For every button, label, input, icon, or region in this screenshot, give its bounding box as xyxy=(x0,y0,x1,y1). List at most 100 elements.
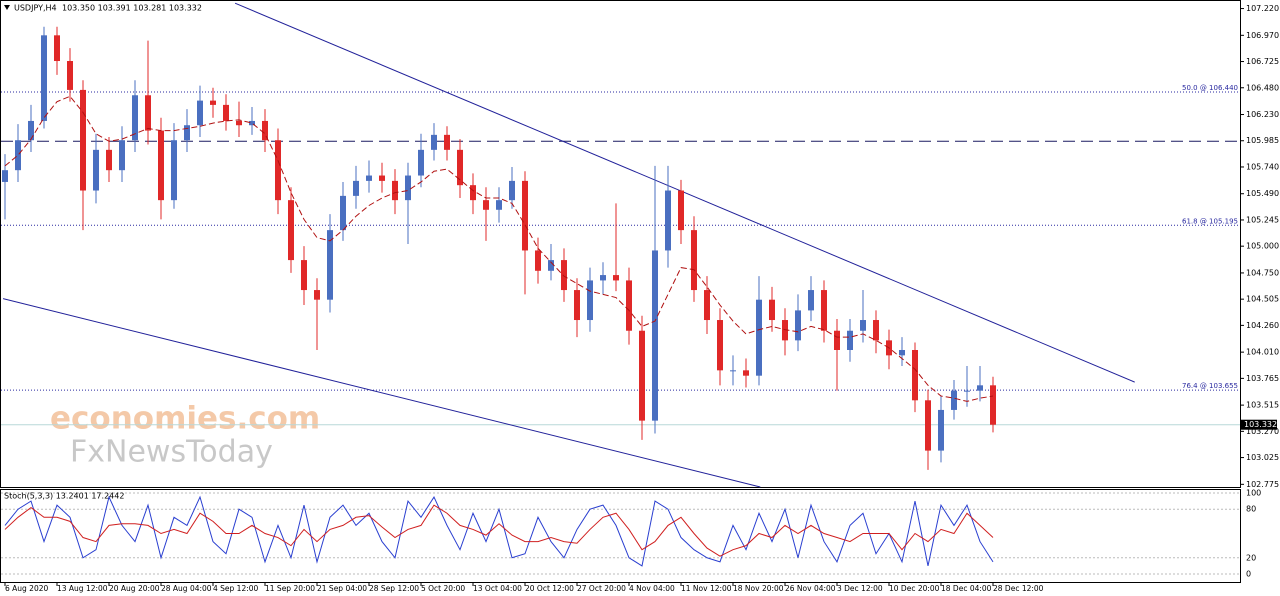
candle-body xyxy=(184,125,190,141)
title-arrow xyxy=(4,5,10,10)
y-tick-label: 80 xyxy=(1246,505,1256,514)
candle-body xyxy=(483,200,489,210)
candle-body xyxy=(15,140,21,171)
candle-body xyxy=(587,280,593,321)
x-tick-label: 13 Aug 12:00 xyxy=(57,584,108,593)
candle-body xyxy=(743,370,749,376)
x-tick-label: 28 Dec 12:00 xyxy=(993,584,1044,593)
candle-body xyxy=(67,61,73,90)
candle-body xyxy=(626,280,632,331)
x-tick-label: 13 Oct 04:00 xyxy=(473,584,522,593)
x-tick-label: 11 Nov 12:00 xyxy=(681,584,732,593)
candle-body xyxy=(405,175,411,201)
candle-body xyxy=(28,120,34,141)
candle-body xyxy=(600,275,606,281)
candle-body xyxy=(223,104,229,121)
candle-body xyxy=(327,230,333,300)
x-tick-label: 10 Dec 20:00 xyxy=(889,584,940,593)
candle-body xyxy=(41,35,47,121)
y-tick-label: 103.270 xyxy=(1246,427,1279,436)
candle-body xyxy=(522,180,528,251)
y-tick-label: 104.505 xyxy=(1246,295,1279,304)
candle-body xyxy=(2,170,8,182)
fib-label: 61.8 @ 105.195 xyxy=(1182,217,1238,225)
candle-body xyxy=(964,390,970,392)
candle-body xyxy=(275,140,281,201)
x-tick-label: 20 Aug 20:00 xyxy=(109,584,160,593)
watermark: FxNewsToday xyxy=(70,435,273,470)
candle-body xyxy=(431,134,437,150)
candle-body xyxy=(444,134,450,150)
candle-body xyxy=(236,120,242,126)
y-tick-label: 105.490 xyxy=(1246,189,1279,198)
candle-body xyxy=(314,290,320,300)
y-tick-label: 103.765 xyxy=(1246,374,1279,383)
trend-line xyxy=(234,2,1135,383)
candle-body xyxy=(80,89,86,191)
candle-body xyxy=(353,180,359,196)
price-pane xyxy=(0,0,1241,488)
candle-body xyxy=(418,149,424,176)
candle-body xyxy=(340,195,346,231)
candle-body xyxy=(574,290,580,321)
candle-body xyxy=(262,120,268,141)
candle-body xyxy=(730,370,736,372)
x-tick-label: 11 Sep 20:00 xyxy=(265,584,315,593)
candle-body xyxy=(639,330,645,421)
candle-body xyxy=(392,180,398,201)
candle-body xyxy=(860,320,866,331)
candle-body xyxy=(678,190,684,231)
fib-label: 76.4 @ 103.655 xyxy=(1182,382,1238,390)
candle-body xyxy=(691,230,697,291)
x-tick-label: 21 Sep 04:00 xyxy=(317,584,367,593)
y-tick-label: 100 xyxy=(1246,488,1261,497)
candle-body xyxy=(951,390,957,410)
y-tick-label: 105.985 xyxy=(1246,136,1279,145)
y-tick-label: 102.775 xyxy=(1246,480,1279,489)
x-tick-label: 3 Dec 12:00 xyxy=(837,584,883,593)
candle-body xyxy=(912,349,918,401)
y-tick-label: 105.740 xyxy=(1246,162,1279,171)
candle-body xyxy=(535,250,541,271)
x-tick-label: 28 Aug 04:00 xyxy=(161,584,212,593)
y-tick-label: 106.480 xyxy=(1246,83,1279,92)
candle-body xyxy=(977,385,983,391)
candle-body xyxy=(249,120,255,126)
candle-body xyxy=(938,409,944,451)
candle-body xyxy=(106,149,112,171)
watermark: economies.com xyxy=(50,401,320,437)
candle-body xyxy=(821,290,827,331)
chart-title: USDJPY,H4 xyxy=(14,4,57,13)
y-tick-label: 104.010 xyxy=(1246,348,1279,357)
candle-body xyxy=(613,275,619,281)
candle-body xyxy=(54,35,60,62)
candle-body xyxy=(665,190,671,251)
x-tick-label: 4 Sep 12:00 xyxy=(213,584,259,593)
candle-body xyxy=(119,140,125,171)
candle-body xyxy=(756,299,762,376)
candle-body xyxy=(847,330,853,350)
x-tick-label: 6 Aug 2020 xyxy=(5,584,48,593)
candle-body xyxy=(379,175,385,181)
candle-body xyxy=(808,290,814,311)
candle-body xyxy=(145,95,151,131)
x-tick-label: 5 Oct 20:00 xyxy=(421,584,465,593)
y-tick-label: 105.000 xyxy=(1246,242,1279,251)
y-tick-label: 103.025 xyxy=(1246,453,1279,462)
quote: 103.350 103.391 103.281 103.332 xyxy=(62,4,202,13)
x-tick-label: 18 Dec 04:00 xyxy=(941,584,992,593)
candle-body xyxy=(509,180,515,201)
candle-body xyxy=(210,100,216,105)
y-tick-label: 106.970 xyxy=(1246,31,1279,40)
candle-body xyxy=(158,130,164,201)
trend-line xyxy=(2,298,761,488)
x-tick-label: 20 Oct 12:00 xyxy=(525,584,574,593)
candle-body xyxy=(457,149,463,186)
candle-body xyxy=(171,140,177,201)
candle-body xyxy=(795,310,801,341)
candle-body xyxy=(366,175,372,181)
candle-body xyxy=(288,200,294,261)
candle-body xyxy=(548,260,554,271)
candle-body xyxy=(873,320,879,341)
candle-body xyxy=(470,185,476,201)
